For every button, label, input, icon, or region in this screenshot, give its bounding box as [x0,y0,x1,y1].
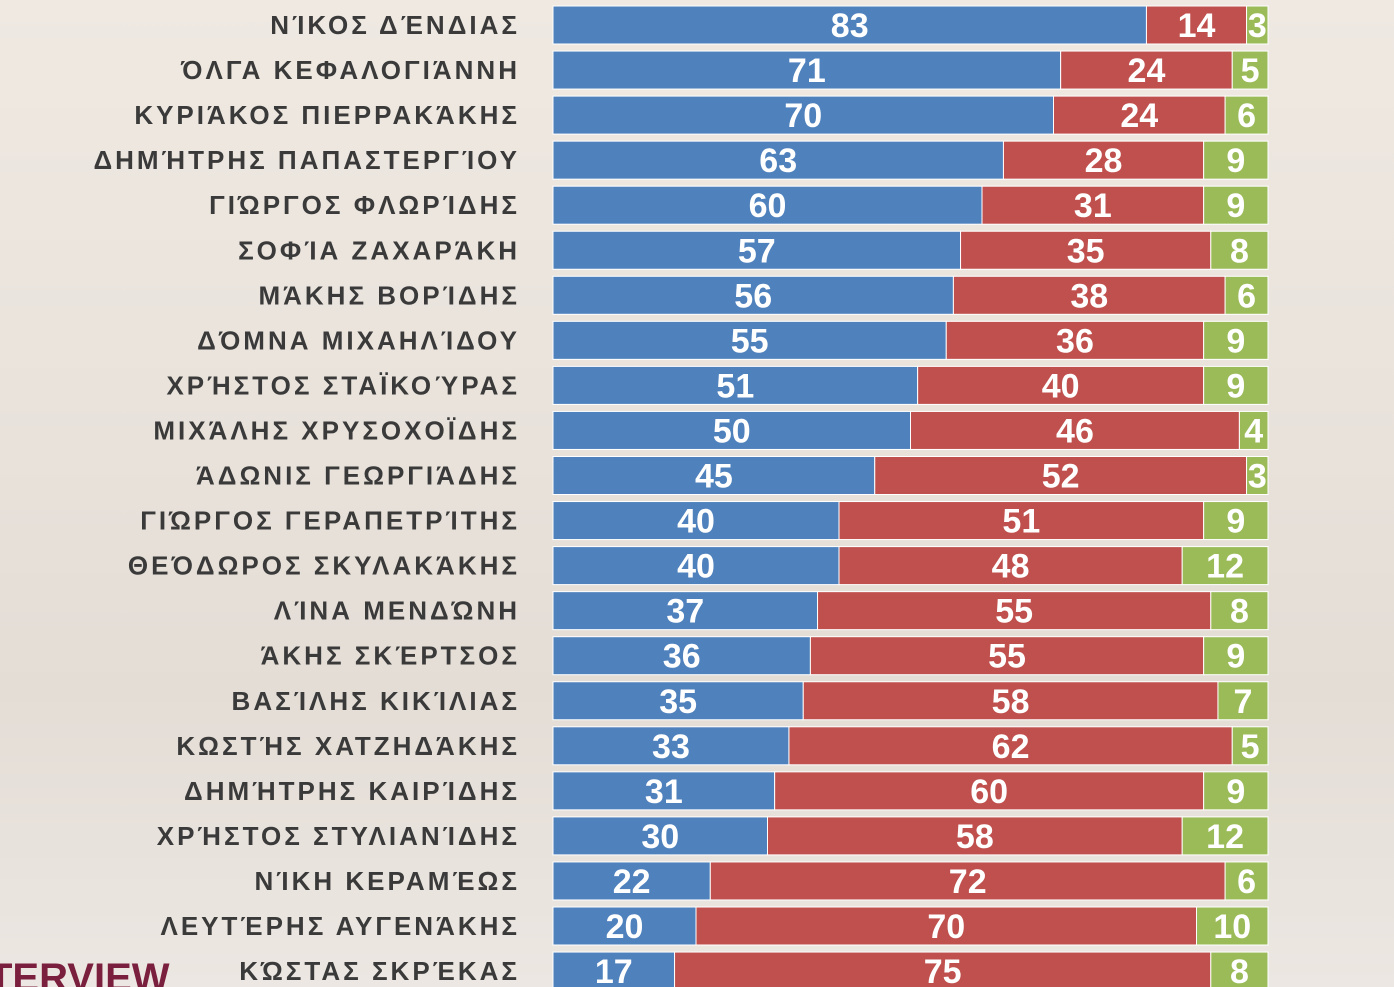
value-label: 40 [677,548,715,586]
value-label: 8 [1230,232,1249,270]
chart: ΝΊΚΟΣ ΔΈΝΔΙΑΣ83143ΌΛΓΑ ΚΕΦΑΛΟΓΙΆΝΝΗ71245… [0,0,1394,987]
value-label: 55 [988,638,1026,676]
value-label: 40 [677,503,715,541]
value-label: 56 [734,277,772,315]
category-label: ΚΥΡΙΆΚΟΣ ΠΙΕΡΡΑΚΆΚΗΣ [134,100,520,130]
value-label: 60 [970,773,1008,811]
category-label: ΛΊΝΑ ΜΕΝΔΏΝΗ [274,596,520,626]
category-label: ΝΊΚΟΣ ΔΈΝΔΙΑΣ [270,10,520,40]
value-label: 51 [716,367,754,405]
value-label: 72 [949,863,987,901]
value-label: 12 [1206,548,1244,586]
value-label: 62 [992,728,1030,766]
category-label: ΔΌΜΝΑ ΜΙΧΑΗΛΊΔΟΥ [197,325,520,355]
value-label: 5 [1241,728,1260,766]
value-label: 33 [652,728,690,766]
value-label: 60 [749,187,787,225]
category-label: ΆΔΩΝΙΣ ΓΕΩΡΓΙΆΔΗΣ [196,461,520,491]
value-label: 55 [731,322,769,360]
value-label: 70 [784,97,822,135]
value-label: 45 [695,458,733,496]
value-label: 10 [1213,908,1251,946]
value-label: 3 [1248,458,1267,496]
value-label: 55 [995,593,1033,631]
value-label: 58 [992,683,1030,721]
category-label: ΧΡΉΣΤΟΣ ΣΤΥΛΙΑΝΊΔΗΣ [157,821,520,851]
value-label: 9 [1226,638,1245,676]
value-label: 24 [1120,97,1158,135]
value-label: 58 [956,818,994,856]
value-label: 5 [1241,52,1260,90]
value-label: 9 [1226,773,1245,811]
category-label: ΌΛΓΑ ΚΕΦΑΛΟΓΙΆΝΝΗ [180,55,520,85]
value-label: 83 [831,7,869,45]
value-label: 38 [1070,277,1108,315]
value-label: 9 [1226,367,1245,405]
category-label: ΛΕΥΤΈΡΗΣ ΑΥΓΕΝΆΚΗΣ [161,911,521,941]
value-label: 9 [1226,503,1245,541]
category-label: ΘΕΌΔΩΡΟΣ ΣΚΥΛΑΚΆΚΗΣ [128,551,520,581]
value-label: 9 [1226,142,1245,180]
category-label: ΔΗΜΉΤΡΗΣ ΠΑΠΑΣΤΕΡΓΊΟΥ [93,145,520,175]
value-label: 6 [1237,863,1256,901]
value-label: 71 [788,52,826,90]
value-label: 12 [1206,818,1244,856]
category-label: ΜΙΧΆΛΗΣ ΧΡΥΣΟΧΟΪΔΗΣ [153,415,520,445]
value-label: 63 [759,142,797,180]
value-label: 30 [641,818,679,856]
category-label: ΚΩΣΤΉΣ ΧΑΤΖΗΔΆΚΗΣ [176,731,520,761]
value-label: 51 [1002,503,1040,541]
category-label: ΚΏΣΤΑΣ ΣΚΡΈΚΑΣ [239,956,520,986]
category-label: ΆΚΗΣ ΣΚΈΡΤΣΟΣ [261,641,520,671]
value-label: 75 [924,953,962,987]
value-label: 50 [713,412,751,450]
value-label: 20 [606,908,644,946]
value-label: 24 [1128,52,1166,90]
value-label: 37 [666,593,704,631]
value-label: 31 [1074,187,1112,225]
category-label: ΣΟΦΊΑ ΖΑΧΑΡΆΚΗ [238,235,520,265]
value-label: 52 [1042,458,1080,496]
value-label: 17 [595,953,633,987]
category-label: ΓΙΏΡΓΟΣ ΓΕΡΑΠΕΤΡΊΤΗΣ [140,506,520,536]
category-label: ΒΑΣΊΛΗΣ ΚΙΚΊΛΙΑΣ [232,686,520,716]
value-label: 57 [738,232,776,270]
value-label: 8 [1230,953,1249,987]
value-label: 6 [1237,97,1256,135]
value-label: 8 [1230,593,1249,631]
watermark: TERVIEW [0,956,170,987]
value-label: 22 [613,863,651,901]
value-label: 4 [1244,412,1263,450]
value-label: 6 [1237,277,1256,315]
category-label: ΔΗΜΉΤΡΗΣ ΚΑΙΡΊΔΗΣ [184,776,520,806]
value-label: 36 [663,638,701,676]
value-label: 31 [645,773,683,811]
category-label: ΜΆΚΗΣ ΒΟΡΊΔΗΣ [258,280,520,310]
value-label: 48 [992,548,1030,586]
value-label: 14 [1178,7,1216,45]
category-label: ΝΊΚΗ ΚΕΡΑΜΈΩΣ [255,866,520,896]
value-label: 3 [1248,7,1267,45]
value-label: 7 [1234,683,1253,721]
value-label: 35 [1067,232,1105,270]
value-label: 36 [1056,322,1094,360]
value-label: 46 [1056,412,1094,450]
value-label: 9 [1226,187,1245,225]
category-label: ΓΙΏΡΓΟΣ ΦΛΩΡΊΔΗΣ [209,190,520,220]
value-label: 9 [1226,322,1245,360]
category-label: ΧΡΉΣΤΟΣ ΣΤΑΪΚΟΎΡΑΣ [166,370,520,400]
value-label: 40 [1042,367,1080,405]
value-label: 70 [927,908,965,946]
value-label: 28 [1085,142,1123,180]
value-label: 35 [659,683,697,721]
